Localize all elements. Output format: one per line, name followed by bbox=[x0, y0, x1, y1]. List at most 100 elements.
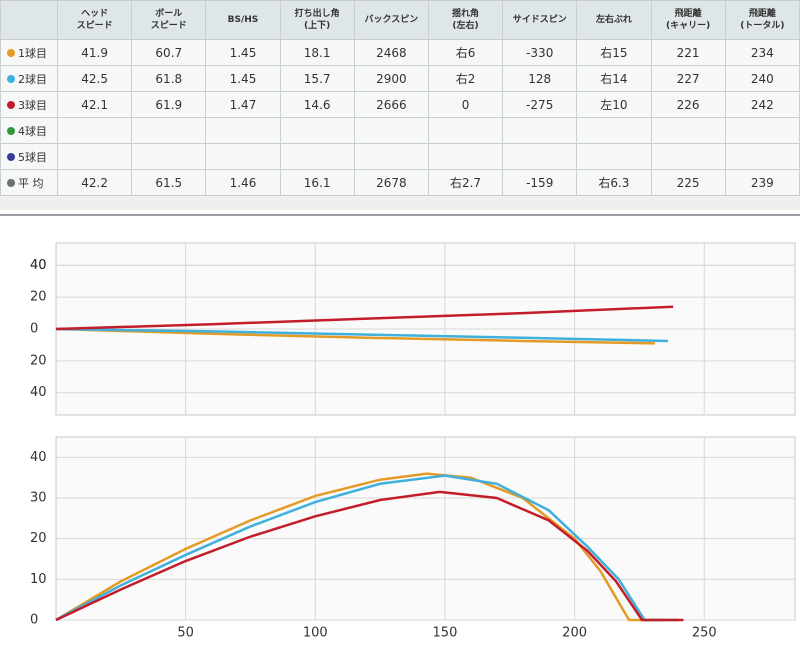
header-line: 揺れ角 bbox=[452, 9, 480, 19]
header-line: (トータル) bbox=[740, 21, 785, 31]
cell: 16.1 bbox=[279, 169, 355, 196]
cell: 0 bbox=[427, 91, 504, 118]
header-line: ボール bbox=[155, 9, 183, 19]
row-label-text: 4球目 bbox=[18, 124, 47, 138]
empty-cell bbox=[56, 117, 133, 144]
y-tick-label: 0 bbox=[30, 322, 38, 337]
y-tick-label: 30 bbox=[30, 491, 47, 506]
cell: 128 bbox=[502, 65, 578, 92]
cell: 2666 bbox=[353, 91, 429, 118]
y-tick-label: 40 bbox=[30, 258, 47, 273]
cell: 240 bbox=[724, 65, 800, 92]
row-label-text: 3球目 bbox=[18, 98, 47, 112]
cell: 227 bbox=[650, 65, 726, 92]
cell: 右6 bbox=[427, 39, 504, 66]
row-dot bbox=[7, 126, 15, 135]
trajectory-line bbox=[55, 490, 684, 622]
y-tick-label: 20 bbox=[30, 353, 47, 368]
row-label-text: 5球目 bbox=[18, 150, 47, 164]
cell: -275 bbox=[502, 91, 578, 118]
row: 2球目 42.5 61.8 1.45 15.7 2900 右2 128 右14 227 240 bbox=[0, 65, 800, 92]
empty-cell bbox=[279, 143, 355, 170]
trajectory-line bbox=[55, 472, 663, 622]
y-tick-label: 20 bbox=[30, 531, 47, 546]
row-label: 3球目 bbox=[0, 91, 58, 118]
y-tick-label: 40 bbox=[30, 450, 47, 465]
cell: 225 bbox=[650, 169, 726, 196]
empty-cell bbox=[576, 117, 652, 144]
x-tick-label: 100 bbox=[303, 626, 328, 641]
row-label-text: 1球目 bbox=[18, 46, 47, 60]
cell: 右6.3 bbox=[576, 169, 652, 196]
trajectory-line bbox=[55, 327, 656, 345]
header-line: 飛距離 bbox=[748, 9, 776, 19]
row-label-text: 平 均 bbox=[18, 176, 44, 190]
y-tick-label: 20 bbox=[30, 290, 47, 305]
column-header: 左右ぶれ bbox=[576, 0, 652, 40]
cell: 左10 bbox=[576, 91, 652, 118]
cell: 239 bbox=[724, 169, 800, 196]
cell: 234 bbox=[724, 39, 800, 66]
shot-table: ヘッドスピード ボールスピード BS/HS 打ち出し角 (上下) バックスピン 揺れ角 (左右… bbox=[0, 0, 800, 196]
row-label: 1球目 bbox=[0, 39, 58, 66]
header-line: 左右ぶれ bbox=[595, 15, 632, 25]
cell: 15.7 bbox=[279, 65, 355, 92]
cell: 60.7 bbox=[131, 39, 207, 66]
y-tick-label: 40 bbox=[30, 385, 47, 400]
header-line: (左右) bbox=[452, 21, 479, 31]
row-dot bbox=[7, 152, 15, 161]
empty-cell bbox=[205, 143, 281, 170]
column-header: サイドスピン bbox=[502, 0, 578, 40]
cell: 226 bbox=[650, 91, 726, 118]
x-tick-label: 50 bbox=[177, 626, 194, 641]
cell: 18.1 bbox=[279, 39, 355, 66]
empty-cell bbox=[131, 117, 207, 144]
x-tick-label: 200 bbox=[562, 626, 587, 641]
column-header: バックスピン bbox=[353, 0, 429, 40]
trajectory-line bbox=[55, 305, 674, 331]
y-tick-label: 40 bbox=[30, 258, 47, 273]
row: 4球目 bbox=[0, 117, 800, 144]
y-tick-label: 0 bbox=[30, 613, 38, 628]
header-line: ヘッド bbox=[81, 9, 109, 19]
header-line: バックスピン bbox=[364, 15, 419, 25]
row-label-text: 2球目 bbox=[18, 72, 47, 86]
corner bbox=[0, 0, 58, 40]
row-label: 2球目 bbox=[0, 65, 58, 92]
header-line: (上下) bbox=[304, 21, 331, 31]
row: 3球目 42.1 61.9 1.47 14.6 2666 0 -275 左10 226 242 bbox=[0, 91, 800, 118]
header-line: スピード bbox=[76, 21, 113, 31]
cell: 42.1 bbox=[56, 91, 133, 118]
trajectory-line bbox=[55, 474, 679, 622]
row-dot bbox=[7, 100, 15, 109]
row-dot bbox=[7, 48, 15, 57]
plot-area bbox=[55, 436, 796, 621]
x-tick-label: 150 bbox=[433, 626, 458, 641]
cell: 221 bbox=[650, 39, 726, 66]
x-tick-label: 250 bbox=[692, 626, 717, 641]
row-label: 平 均 bbox=[0, 169, 58, 196]
y-tick-label: 10 bbox=[30, 572, 47, 587]
header-line: BS/HS bbox=[227, 15, 259, 25]
empty-cell bbox=[650, 143, 726, 170]
row-dot bbox=[7, 74, 15, 83]
header-line: スピード bbox=[150, 21, 187, 31]
header-line: 打ち出し角 bbox=[294, 9, 340, 19]
column-header: 飛距離 (トータル) bbox=[724, 0, 800, 40]
cell: 61.9 bbox=[131, 91, 207, 118]
row: 平 均 42.2 61.5 1.46 16.1 2678 右2.7 -159 右6.3 225 23… bbox=[0, 169, 800, 196]
empty-cell bbox=[724, 143, 800, 170]
empty-cell bbox=[131, 143, 207, 170]
column-header: 揺れ角 (左右) bbox=[427, 0, 504, 40]
row: 1球目 41.9 60.7 1.45 18.1 2468 右6 -330 右15 221 234 bbox=[0, 39, 800, 66]
cell: -159 bbox=[502, 169, 578, 196]
header-line: (キャリー) bbox=[665, 21, 711, 31]
header-line: サイドスピン bbox=[512, 15, 567, 25]
row-dot bbox=[7, 178, 15, 187]
header-line: 飛距離 bbox=[674, 9, 702, 19]
row: 5球目 bbox=[0, 143, 800, 170]
cell: -330 bbox=[502, 39, 578, 66]
cell: 右2.7 bbox=[427, 169, 504, 196]
